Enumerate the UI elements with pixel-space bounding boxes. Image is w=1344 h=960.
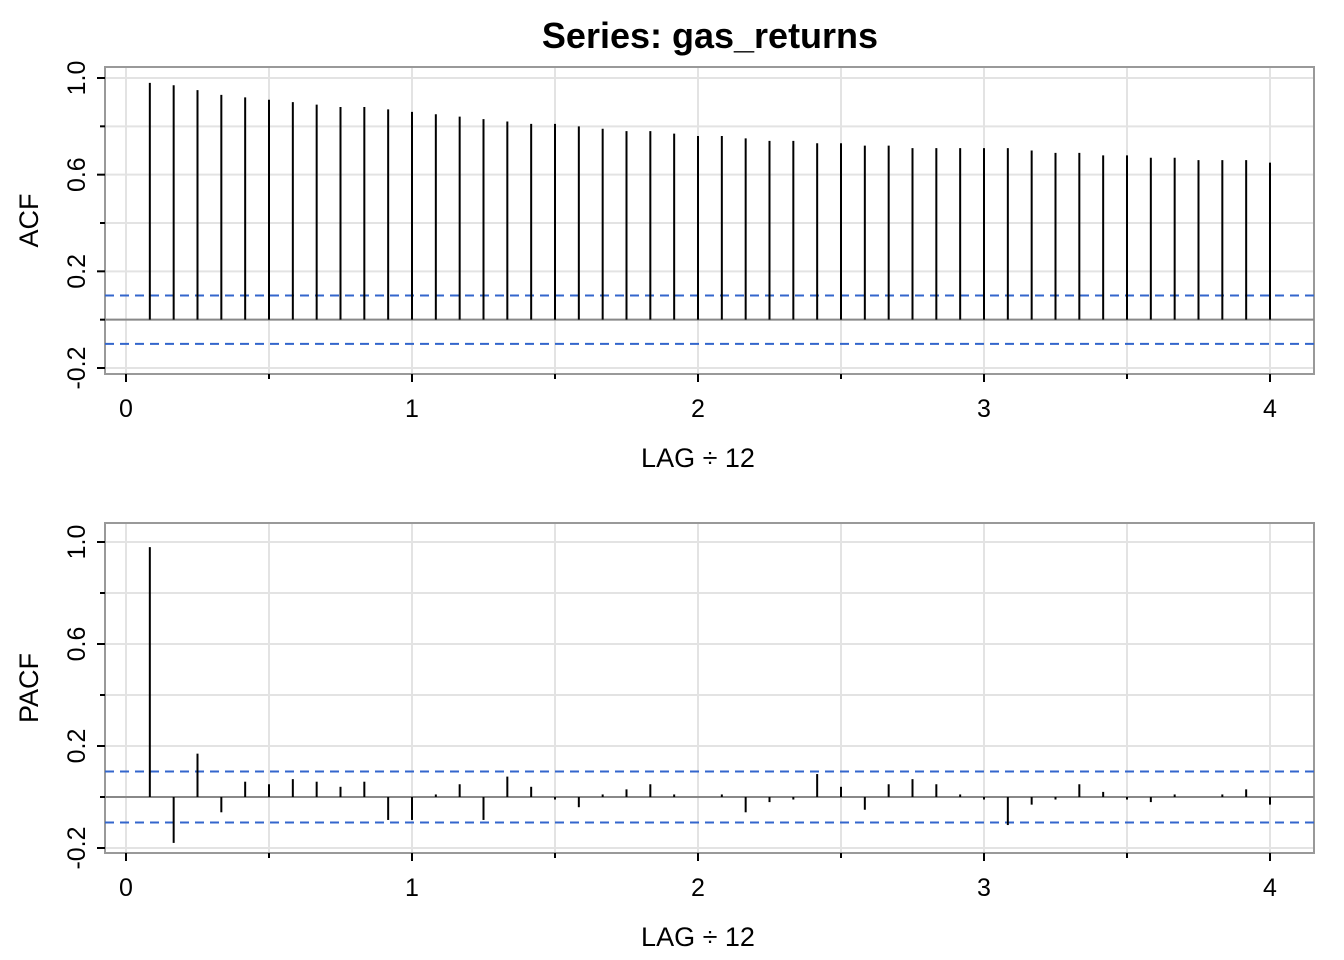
x-tick-label: 3	[977, 395, 991, 423]
y-axis-label: PACF	[14, 653, 44, 723]
chart-title: Series: gas_returns	[542, 15, 878, 56]
x-tick-label: 1	[405, 874, 419, 902]
y-tick-label: -0.2	[63, 826, 91, 869]
acf-panel: 0 1 2 3 4 -0.2 0.2 0.6 1.0 LAG ÷ 12 ACF	[14, 61, 1315, 473]
x-tick-label: 4	[1263, 395, 1277, 423]
y-tick-label: 0.2	[63, 729, 91, 764]
x-tick-label: 2	[691, 395, 705, 423]
plot-frame	[104, 522, 1315, 854]
y-tick-label: 1.0	[63, 61, 91, 96]
x-tick-label: 2	[691, 874, 705, 902]
plot-frame	[104, 66, 1315, 375]
x-axis-label: LAG ÷ 12	[641, 922, 755, 952]
x-tick-label: 1	[405, 395, 419, 423]
pacf-panel: 0 1 2 3 4 -0.2 0.2 0.6 1.0 LAG ÷ 12 PACF	[14, 522, 1315, 952]
x-tick-label: 0	[119, 874, 133, 902]
x-tick-label: 3	[977, 874, 991, 902]
y-tick-label: -0.2	[63, 346, 91, 389]
y-tick-label: 1.0	[63, 525, 91, 560]
y-tick-label: 0.6	[63, 627, 91, 662]
x-axis-label: LAG ÷ 12	[641, 443, 755, 473]
y-tick-label: 0.2	[63, 254, 91, 289]
x-tick-label: 4	[1263, 874, 1277, 902]
y-axis-label: ACF	[14, 194, 44, 248]
y-tick-label: 0.6	[63, 157, 91, 192]
x-tick-label: 0	[119, 395, 133, 423]
